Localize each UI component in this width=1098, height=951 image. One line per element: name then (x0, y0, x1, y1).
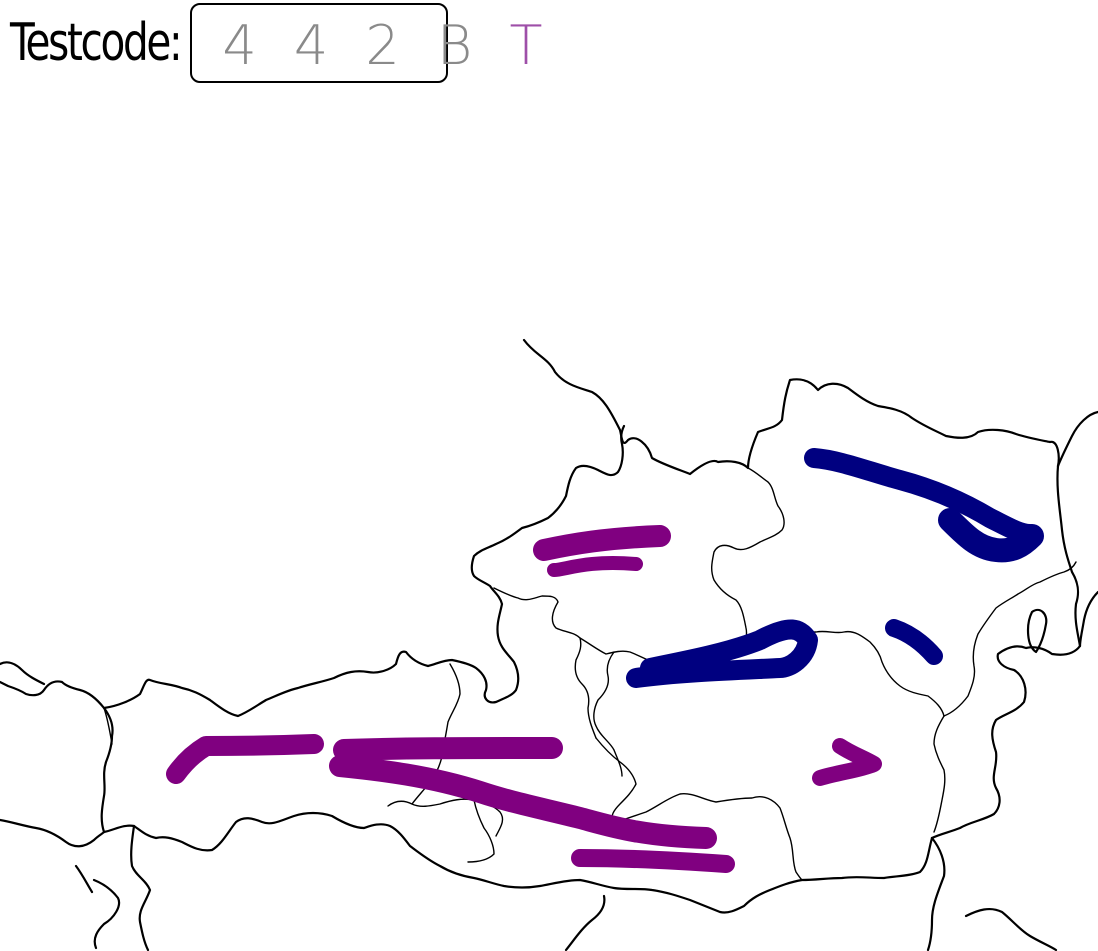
purple-mark-upper-austria-2 (547, 556, 643, 577)
testcode-box: 4 4 2 B T (190, 3, 542, 83)
purple-mark-salzburg (333, 737, 563, 761)
testcode-label: Testcode: (10, 13, 183, 73)
purple-mark-salzburg-2 (329, 755, 717, 849)
testcode-digits: 4 4 2 B (222, 14, 483, 77)
blue-mark-vienna-south (885, 619, 943, 665)
state-borders (103, 467, 1077, 881)
purple-mark-tirol (166, 734, 324, 784)
blue-mark-upper-styria (626, 619, 818, 688)
purple-marks (166, 525, 882, 873)
testcode-value: 4 4 2 B T (222, 11, 552, 81)
purple-mark-carinthia (571, 849, 735, 873)
purple-mark-upper-austria (533, 525, 671, 561)
testcode-letter: T (509, 14, 553, 77)
purple-mark-styria (812, 738, 882, 786)
testcode-header: Testcode: 4 4 2 B T (10, 2, 542, 84)
country-borders (0, 338, 1098, 951)
blue-marks (626, 448, 1044, 688)
blue-mark-lower-austria-2 (938, 508, 1044, 563)
blue-mark-lower-austria (804, 448, 1040, 544)
